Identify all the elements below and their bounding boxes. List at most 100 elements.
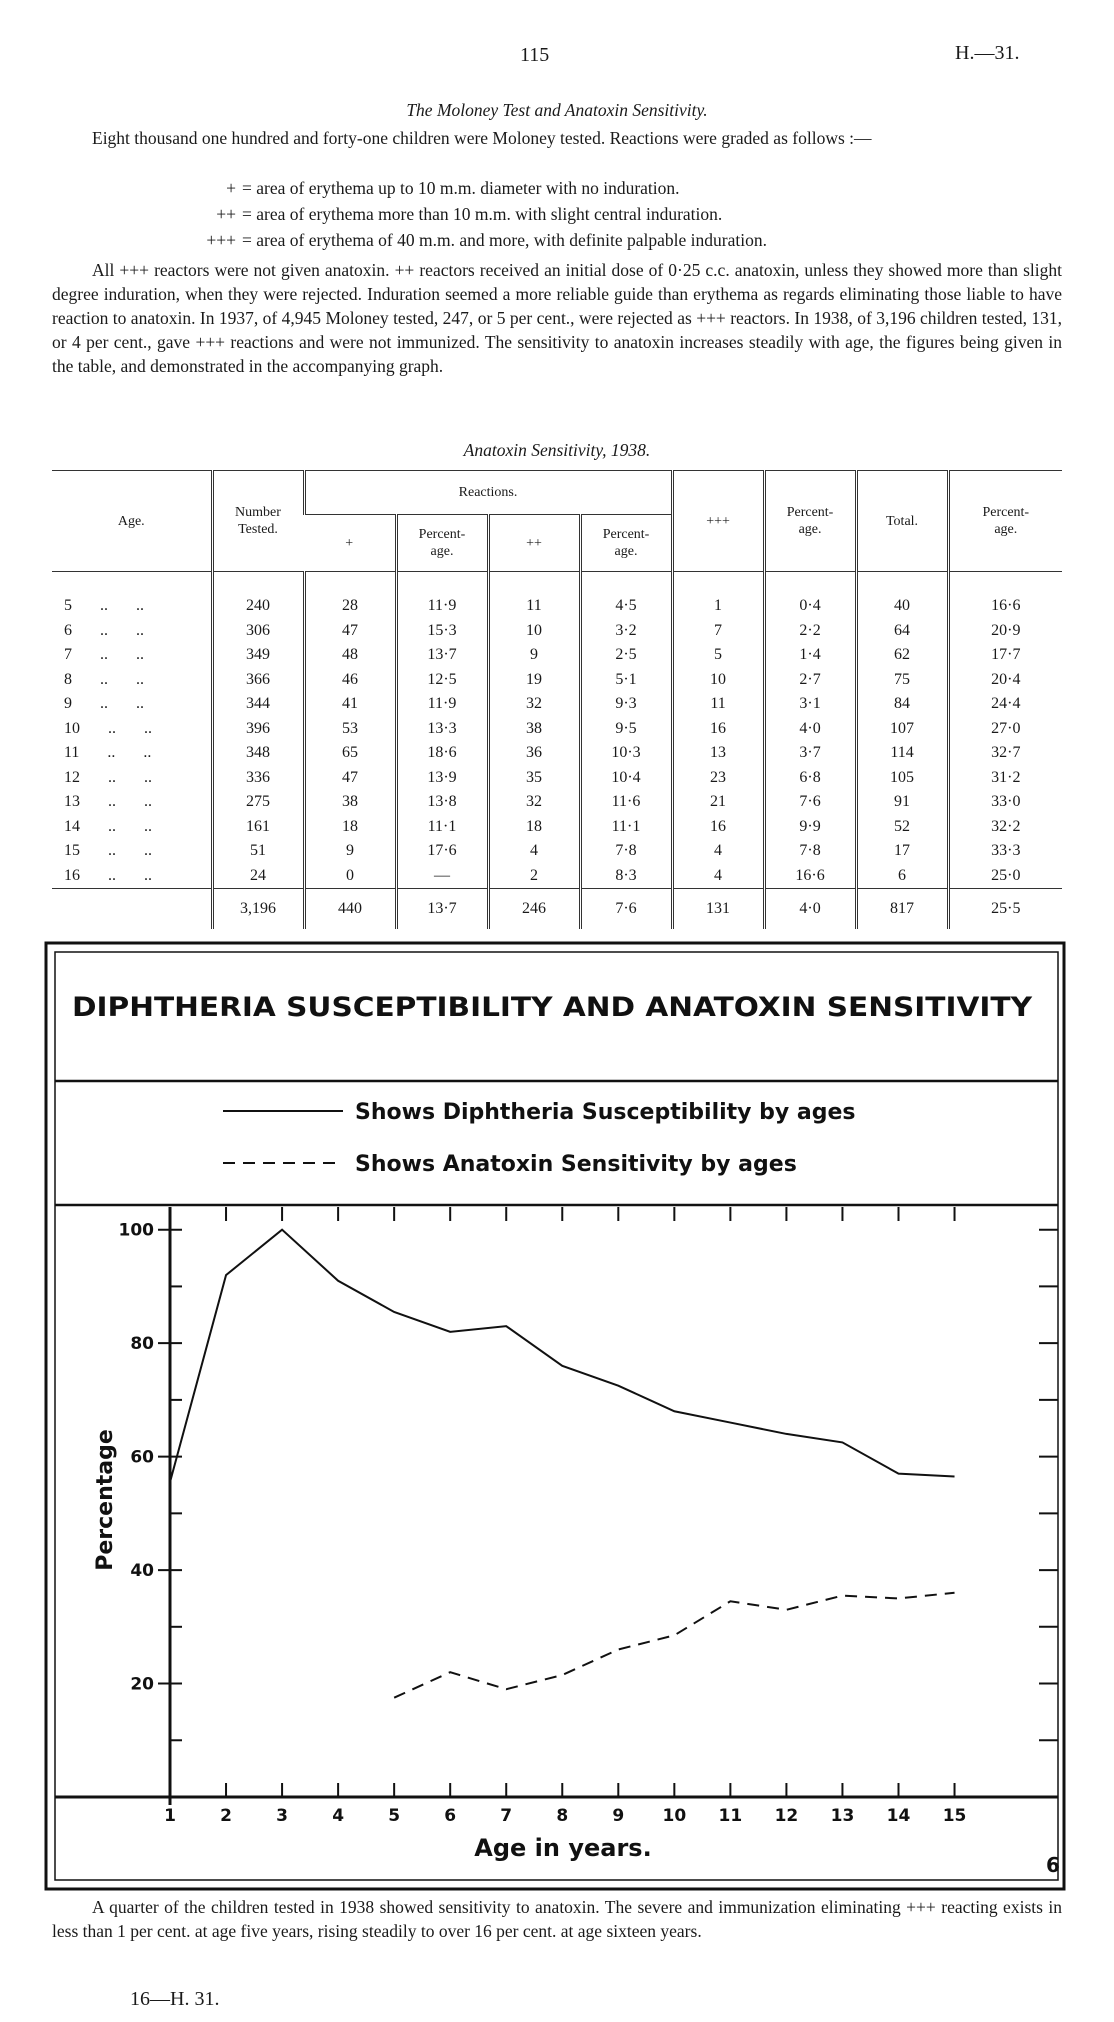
table-cell: 7·6 xyxy=(762,790,857,815)
legend-label: Shows Anatoxin Sensitivity by ages xyxy=(355,1152,797,1177)
table-cell: 6 .. .. xyxy=(64,621,144,639)
table-cell: 161 xyxy=(210,814,304,839)
table-cell: 9·3 xyxy=(578,692,673,717)
table-cell: 6 xyxy=(854,863,949,889)
y-tick-label: 40 xyxy=(130,1561,154,1581)
table-cell: 33·3 xyxy=(946,839,1063,864)
table-cell: 275 xyxy=(210,790,304,815)
x-tick-label: 15 xyxy=(943,1806,967,1826)
table-cell: 2·5 xyxy=(578,643,673,668)
table-cell: 11 .. .. xyxy=(64,744,152,762)
page-reference: H.—31. xyxy=(955,42,1020,64)
table-cell: 38 xyxy=(302,790,396,815)
total-cell: 4·0 xyxy=(762,888,857,929)
spacer-row xyxy=(52,571,1063,595)
table-cell: 11·1 xyxy=(394,814,488,839)
table-cell: 65 xyxy=(302,741,396,766)
data-table: Age. Number Tested. Reactions. +++ Percent- … xyxy=(52,470,1063,929)
group-header: Reactions. xyxy=(302,470,673,515)
table-cell: 9 xyxy=(302,839,396,864)
table-cell: 16·6 xyxy=(762,863,857,889)
table-cell: 13·3 xyxy=(394,716,488,741)
table-cell: 10·4 xyxy=(578,765,673,790)
table-cell: 6·8 xyxy=(762,765,857,790)
table-cell: 17·6 xyxy=(394,839,488,864)
x-tick-label: 14 xyxy=(887,1806,911,1826)
table-cell: 2·7 xyxy=(762,667,857,692)
column-header: Total. xyxy=(854,470,949,572)
table-cell: 1 xyxy=(670,594,765,619)
table-cell: 240 xyxy=(210,594,304,619)
spacer-cell xyxy=(854,571,949,594)
table-cell: 53 xyxy=(302,716,396,741)
x-tick-label: 7 xyxy=(500,1806,512,1826)
totals-row: 3,196 440 13·7 246 7·6 131 4·0 817 25·5 xyxy=(52,888,1063,929)
header-row: Age. Number Tested. Reactions. +++ Percent- … xyxy=(52,470,1063,572)
table-cell: 33·0 xyxy=(946,790,1063,815)
table-cell: 10 .. .. xyxy=(64,719,152,737)
table-cell: 19 xyxy=(486,667,580,692)
y-axis-label: Percentage xyxy=(93,1429,118,1571)
series-line xyxy=(393,1591,955,1699)
x-tick-label: 4 xyxy=(332,1806,344,1826)
table-cell: 4·0 xyxy=(762,716,857,741)
table-cell: 348 xyxy=(210,741,304,766)
table-cell: 14 .. .. xyxy=(64,817,152,835)
section-title: The Moloney Test and Anatoxin Sensitivit… xyxy=(406,100,708,120)
table-cell: 16 xyxy=(670,814,765,839)
total-cell: 25·5 xyxy=(946,888,1063,929)
spacer-cell xyxy=(394,571,488,594)
table-cell: 2 xyxy=(486,863,580,889)
table-cell: 20·4 xyxy=(946,667,1063,692)
table-cell: 25·0 xyxy=(946,863,1063,889)
table-cell: 9 .. .. xyxy=(64,695,144,713)
table-cell: 52 xyxy=(854,814,949,839)
table-cell: 35 xyxy=(486,765,580,790)
table-cell: 344 xyxy=(210,692,304,717)
table-cell: 64 xyxy=(854,618,949,643)
table-cell: 3·2 xyxy=(578,618,673,643)
table-cell: 40 xyxy=(854,594,949,619)
table-cell: 11 xyxy=(486,594,580,619)
table-cell: 349 xyxy=(210,643,304,668)
table-cell: 21 xyxy=(670,790,765,815)
table-cell: 47 xyxy=(302,618,396,643)
x-tick-label: 12 xyxy=(775,1806,799,1826)
x-tick-label: 5 xyxy=(388,1806,400,1826)
table-cell: 7 xyxy=(670,618,765,643)
grading-symbol: ++ xyxy=(216,204,236,224)
signature: 16—H. 31. xyxy=(130,1988,220,2010)
table-cell: 15·3 xyxy=(394,618,488,643)
table-cell: 17·7 xyxy=(946,643,1063,668)
column-header: Percent- age. xyxy=(578,514,673,572)
header-row: + Percent- age. ++ Percent- age. xyxy=(52,514,1062,572)
y-tick-label: 20 xyxy=(130,1675,154,1695)
column-header: Percent- age. xyxy=(394,514,488,572)
table-cell: 75 xyxy=(854,667,949,692)
table-cell: 13·7 xyxy=(394,643,488,668)
spacer-cell xyxy=(52,572,212,595)
table-cell: 16 xyxy=(670,716,765,741)
table-cell: 91 xyxy=(854,790,949,815)
table-cell: 1·4 xyxy=(762,643,857,668)
table-cell: 41 xyxy=(302,692,396,717)
column-header: +++ xyxy=(670,470,765,572)
table-cell: 10 xyxy=(486,618,580,643)
spacer-cell xyxy=(946,571,1063,594)
table-row: 13 .. .. 275 38 13·8 32 11·6 21 7·6 91 33·0 xyxy=(52,790,1063,815)
table-cell: 32·7 xyxy=(946,741,1063,766)
figure-number: 6 xyxy=(1046,1853,1060,1877)
page-number: 115 xyxy=(520,44,550,66)
chart-title: DIPHTHERIA SUSCEPTIBILITY AND ANATOXIN S… xyxy=(72,992,1032,1023)
table-cell: 12·5 xyxy=(394,667,488,692)
total-cell: 246 xyxy=(486,888,580,929)
total-cell: 131 xyxy=(670,888,765,929)
x-tick-label: 8 xyxy=(556,1806,568,1826)
table-cell: 13 xyxy=(670,741,765,766)
table-row: 6 .. .. 306 47 15·3 10 3·2 7 2·2 64 20·9 xyxy=(52,618,1063,643)
table-cell: 32·2 xyxy=(946,814,1063,839)
table-cell: 5 .. .. xyxy=(64,597,144,615)
table-cell: 114 xyxy=(854,741,949,766)
table-cell: 7 .. .. xyxy=(64,646,144,664)
table-cell: 36 xyxy=(486,741,580,766)
